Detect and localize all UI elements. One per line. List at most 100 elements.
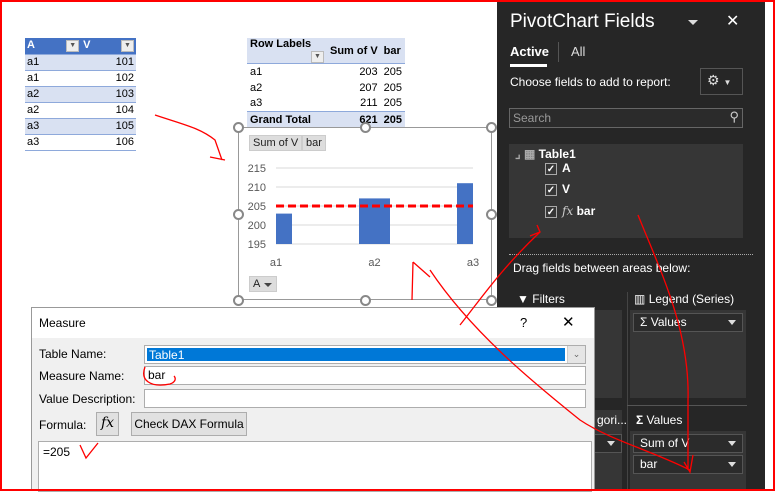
cell[interactable]: a3 — [250, 97, 263, 110]
values-area[interactable]: Sum of V bar — [630, 431, 746, 491]
measure-name-input[interactable]: bar — [144, 366, 586, 385]
filters-label: Filters — [532, 292, 565, 306]
cell[interactable]: 211 — [360, 97, 378, 110]
field-label: V — [562, 182, 571, 196]
y-tick-label: 210 — [248, 182, 266, 194]
help-button[interactable]: ? — [520, 315, 528, 330]
table-name-select[interactable]: Table1 ⌄ — [144, 345, 586, 364]
row-labels-filter[interactable]: ▼ — [311, 51, 324, 63]
drag-fields-label: Drag fields between areas below: — [513, 261, 691, 275]
choose-fields-label: Choose fields to add to report: — [510, 75, 671, 89]
axis-categories-label: gori... — [597, 413, 628, 427]
caret-down-icon[interactable] — [728, 462, 736, 467]
cell[interactable]: 205 — [383, 65, 403, 78]
caret-down-icon[interactable] — [728, 320, 736, 325]
cell[interactable]: 106 — [81, 134, 136, 151]
cell[interactable]: 205 — [383, 81, 403, 94]
field-bar[interactable]: ✓ fx bar — [545, 204, 595, 218]
cell[interactable]: a2 — [250, 81, 263, 94]
source-table: A ▼ V ▼ a1 101 a1 102 a2 103 a2 104 a3 105 a3 106 — [25, 38, 136, 151]
cell[interactable]: 203 — [359, 65, 378, 78]
resize-handle[interactable] — [233, 122, 244, 133]
cell[interactable]: a2 — [25, 102, 82, 119]
cell[interactable]: a3 — [25, 134, 82, 151]
resize-handle[interactable] — [360, 295, 371, 306]
checkbox-checked-icon[interactable]: ✓ — [545, 162, 557, 175]
sigma-icon: Σ — [636, 413, 644, 427]
cell[interactable]: 101 — [81, 54, 136, 71]
values-item-bar[interactable]: bar — [633, 455, 743, 474]
values-item-sum-of-v[interactable]: Sum of V — [633, 434, 743, 453]
cell[interactable]: 103 — [81, 86, 136, 103]
cell[interactable]: 621 — [327, 111, 381, 128]
cell[interactable]: 105 — [81, 118, 136, 135]
cell[interactable]: 205 — [383, 97, 403, 110]
legend-label: Legend (Series) — [648, 292, 735, 306]
tab-all[interactable]: All — [571, 44, 586, 59]
table-node[interactable]: ⌟ ▦ Table1 — [515, 147, 576, 161]
sum-of-v-field-button[interactable]: Sum of V — [249, 135, 303, 151]
resize-handle[interactable] — [360, 122, 371, 133]
legend-values-item[interactable]: Σ Values — [633, 313, 743, 332]
item-label: bar — [640, 457, 658, 471]
pivot-chart[interactable]: Sum of V bar 215 210 205 200 195 a1 a2 a3 A — [238, 127, 492, 300]
cell[interactable]: a2 — [25, 86, 82, 103]
table-name-label: Table Name: — [39, 347, 107, 361]
search-icon[interactable]: ⚲ — [729, 109, 739, 124]
field-label: bar — [576, 204, 596, 218]
formula-textarea[interactable]: =205 — [38, 441, 592, 492]
cell[interactable]: a3 — [25, 118, 82, 135]
checkbox-checked-icon[interactable]: ✓ — [545, 205, 557, 218]
cell[interactable]: 104 — [81, 102, 136, 119]
window-edge — [765, 0, 775, 491]
pivot-row: a2 207 205 — [247, 80, 405, 96]
bar-field-button[interactable]: bar — [302, 135, 326, 151]
checkbox-checked-icon[interactable]: ✓ — [545, 183, 557, 196]
cell[interactable]: Grand Total — [247, 111, 327, 128]
cell[interactable]: 207 — [359, 81, 378, 94]
cell[interactable]: a1 — [25, 54, 82, 71]
bar-a1 — [276, 213, 292, 244]
caret-down-icon[interactable] — [607, 441, 615, 446]
axis-field-label: A — [253, 278, 261, 290]
cell[interactable]: 205 — [380, 111, 406, 128]
table-name: Table1 — [538, 147, 576, 161]
collapse-icon[interactable]: ⌟ — [515, 147, 521, 161]
values-label: Values — [646, 413, 683, 427]
legend-area[interactable]: Σ Values — [630, 310, 746, 398]
cell[interactable]: a1 — [250, 65, 263, 78]
axis-field-button[interactable]: A — [249, 276, 278, 292]
divider — [627, 405, 747, 406]
field-a[interactable]: ✓ A — [545, 161, 571, 175]
table-row: a3 105 — [25, 118, 136, 135]
table-icon: ▦ — [523, 147, 536, 161]
fx-button[interactable]: fx — [96, 412, 119, 436]
row-labels-header: Row Labels — [250, 38, 312, 50]
pane-options-icon[interactable] — [688, 20, 698, 25]
filter-dropdown-a[interactable]: ▼ — [66, 40, 80, 53]
value-description-input[interactable] — [144, 389, 586, 408]
tools-button[interactable]: ⚙ ▼ — [700, 68, 743, 95]
cell[interactable]: a1 — [25, 70, 82, 87]
search-input[interactable]: Search ⚲ — [509, 108, 743, 128]
search-placeholder: Search — [513, 111, 552, 125]
resize-handle[interactable] — [233, 295, 244, 306]
resize-handle[interactable] — [233, 209, 244, 220]
y-tick-label: 205 — [248, 201, 266, 213]
resize-handle[interactable] — [486, 209, 497, 220]
close-icon[interactable]: ✕ — [562, 314, 575, 331]
bar-header: bar — [380, 38, 406, 64]
resize-handle[interactable] — [486, 295, 497, 306]
resize-handle[interactable] — [486, 122, 497, 133]
filter-dropdown-v[interactable]: ▼ — [121, 40, 134, 53]
close-icon[interactable]: ✕ — [726, 13, 740, 30]
active-tab-underline — [510, 64, 547, 67]
chevron-down-icon[interactable]: ⌄ — [567, 346, 585, 363]
check-dax-formula-button[interactable]: Check DAX Formula — [131, 412, 247, 436]
tab-active[interactable]: Active — [510, 44, 550, 59]
cell[interactable]: 102 — [81, 70, 136, 87]
field-v[interactable]: ✓ V — [545, 182, 570, 196]
y-tick-label: 200 — [248, 220, 266, 232]
caret-down-icon[interactable] — [728, 441, 736, 446]
